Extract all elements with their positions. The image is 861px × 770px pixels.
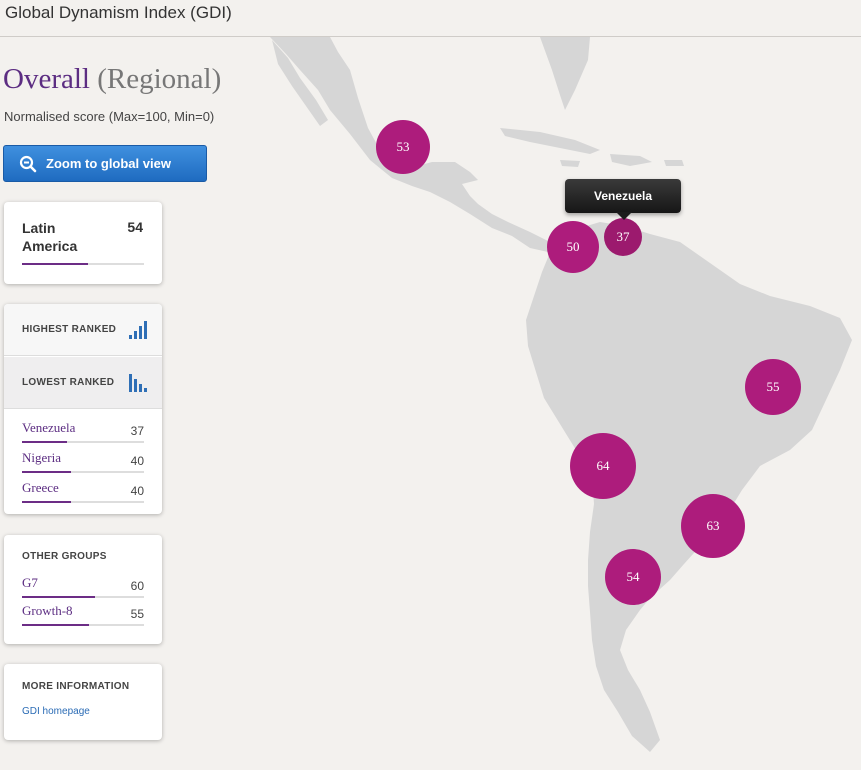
group-row-value: 55 — [130, 607, 144, 621]
map-land-baja — [272, 40, 328, 126]
group-row[interactable]: Growth-8 55 — [22, 603, 144, 631]
map-land-south-america — [526, 222, 852, 752]
view-title-scope: (Regional) — [97, 63, 222, 95]
rank-row[interactable]: Venezuela 37 — [22, 420, 144, 448]
rank-row-bar-fill — [22, 501, 71, 503]
rank-row-name: Greece — [22, 480, 59, 495]
group-row-value: 60 — [130, 579, 144, 593]
map-land-jamaica — [560, 160, 580, 167]
map-land-north-america — [270, 37, 560, 252]
bubble-peru[interactable]: 64 — [570, 433, 636, 499]
rank-row-value: 37 — [130, 424, 144, 438]
group-row-bar-fill — [22, 596, 96, 598]
region-card: Latin America 54 — [4, 202, 162, 284]
rank-row-value: 40 — [130, 454, 144, 468]
gdi-homepage-link[interactable]: GDI homepage — [22, 706, 90, 717]
group-row[interactable]: G7 60 — [22, 575, 144, 603]
group-row-bar — [22, 596, 144, 598]
view-title: Overall (Regional) — [3, 63, 221, 96]
page-header-title: Global Dynamism Index (GDI) — [5, 3, 232, 22]
group-row-name: Growth-8 — [22, 603, 73, 618]
zoom-to-global-button[interactable]: Zoom to global view — [3, 145, 207, 182]
other-groups-card: OTHER GROUPS G7 60 Growth-8 55 — [4, 535, 162, 644]
bubble-colombia[interactable]: 50 — [547, 221, 599, 273]
region-score: 54 — [127, 219, 143, 235]
rank-row-bar-fill — [22, 471, 71, 473]
rank-row-name: Venezuela — [22, 420, 76, 435]
latin-america-map[interactable] — [0, 37, 861, 770]
rank-row[interactable]: Greece 40 — [22, 480, 144, 508]
group-row-bar-fill — [22, 624, 90, 626]
ranking-card: HIGHEST RANKED LOWEST RANKED Venezuela 3… — [4, 304, 162, 514]
map-land-hispaniola — [610, 154, 652, 166]
map-land-florida — [540, 37, 590, 110]
tab-highest-label: HIGHEST RANKED — [22, 324, 117, 335]
rank-row-bar — [22, 441, 144, 443]
tab-highest-ranked[interactable]: HIGHEST RANKED — [4, 304, 162, 356]
bubble-mexico[interactable]: 53 — [376, 120, 430, 174]
rank-row-bar — [22, 501, 144, 503]
bubble-venezuela[interactable]: 37 — [604, 218, 642, 256]
region-bar-fill — [22, 263, 88, 265]
rank-row-bar-fill — [22, 441, 68, 443]
rank-row-name: Nigeria — [22, 450, 61, 465]
group-row-bar — [22, 624, 144, 626]
bubble-chile[interactable]: 54 — [605, 549, 661, 605]
group-row-name: G7 — [22, 575, 38, 590]
header-divider — [0, 36, 861, 37]
tab-lowest-label: LOWEST RANKED — [22, 377, 115, 388]
region-name: Latin America — [22, 220, 78, 254]
view-title-main: Overall — [3, 63, 90, 95]
bubble-uruguay[interactable]: 63 — [681, 494, 745, 558]
magnifier-minus-icon — [19, 155, 37, 172]
tab-lowest-ranked[interactable]: LOWEST RANKED — [4, 357, 162, 409]
map-land-cuba — [500, 128, 600, 154]
rank-row[interactable]: Nigeria 40 — [22, 450, 144, 478]
bar-chart-descending-icon — [129, 373, 147, 392]
rank-row-bar — [22, 471, 144, 473]
bubble-brazil[interactable]: 55 — [745, 359, 801, 415]
other-groups-heading: OTHER GROUPS — [22, 551, 107, 562]
zoom-button-label: Zoom to global view — [46, 156, 171, 171]
map-land-puerto-rico — [664, 160, 684, 166]
view-subtitle: Normalised score (Max=100, Min=0) — [4, 109, 215, 124]
more-info-card: MORE INFORMATION GDI homepage — [4, 664, 162, 740]
map-tooltip: Venezuela — [565, 179, 681, 213]
region-bar — [22, 263, 144, 265]
rank-row-value: 40 — [130, 484, 144, 498]
bar-chart-ascending-icon — [129, 320, 147, 339]
tooltip-arrow — [616, 212, 632, 220]
more-info-heading: MORE INFORMATION — [22, 681, 130, 692]
